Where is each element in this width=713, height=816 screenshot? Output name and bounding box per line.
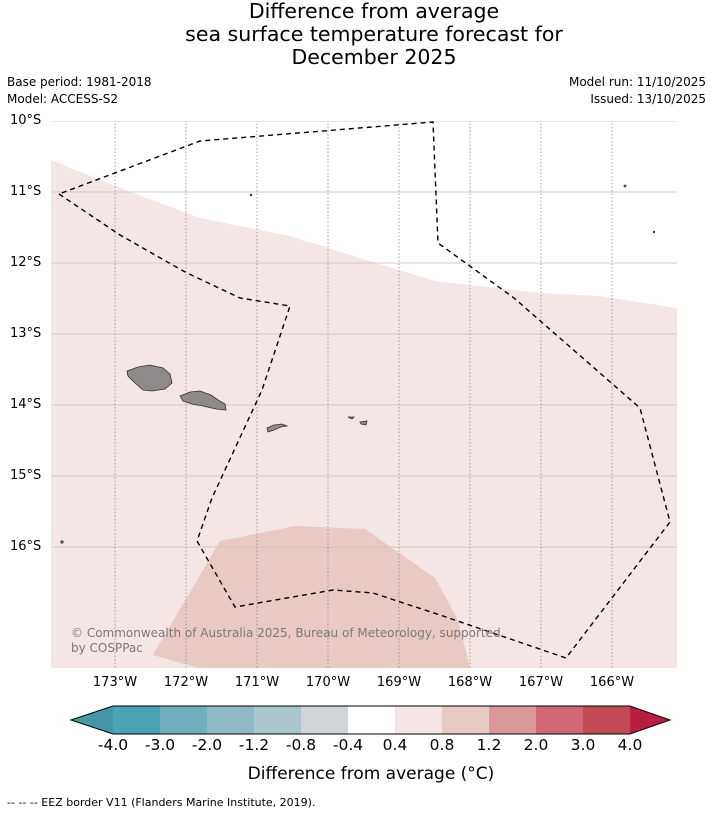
- eez-legend: -- -- -- EEZ border V11 (Flanders Marine…: [7, 796, 316, 809]
- colorbar-segment: [442, 706, 489, 734]
- latitude-gridlines: [51, 121, 677, 548]
- lat-label-11s: 11°S: [10, 184, 42, 199]
- title-line-2: sea surface temperature forecast for: [185, 22, 563, 46]
- colorbar-tick-label: 0.4: [382, 736, 408, 754]
- islands: [60, 184, 656, 544]
- colorbar-segment: [254, 706, 301, 734]
- lon-label-171w: 171°W: [234, 675, 280, 690]
- island-nukunonu: [652, 230, 656, 234]
- lat-label-15s: 15°S: [10, 468, 42, 483]
- lon-label-167w: 167°W: [518, 675, 564, 690]
- island-tau: [359, 420, 368, 426]
- lon-label-172w: 172°W: [163, 675, 209, 690]
- map-title: Difference from average sea surface temp…: [0, 0, 713, 69]
- colorbar-segment: [536, 706, 583, 734]
- colorbar-tick-label: -0.8: [285, 736, 317, 754]
- island-swains: [249, 193, 253, 197]
- colorbar-tick-label: 2.0: [523, 736, 549, 754]
- model-run-date: Model run: 11/10/2025: [568, 75, 706, 89]
- colorbar-tick-label: -1.2: [238, 736, 270, 754]
- colorbar-tick-label: -3.0: [144, 736, 176, 754]
- title-line-1: Difference from average: [248, 0, 500, 23]
- lon-label-168w: 168°W: [447, 675, 493, 690]
- colorbar: [69, 705, 672, 735]
- colorbar-tick-label: 1.2: [476, 736, 502, 754]
- colorbar-tick-label: 0.8: [429, 736, 455, 754]
- island-tutuila: [266, 423, 289, 433]
- colorbar-segment: [395, 706, 442, 734]
- anomaly-zone-0-8-to-1-2: [153, 526, 470, 668]
- colorbar-tick-label: -4.0: [97, 736, 129, 754]
- eez-border: [57, 121, 671, 659]
- lat-label-14s: 14°S: [10, 397, 42, 412]
- title-line-3: December 2025: [291, 45, 457, 69]
- island-rose: [60, 540, 64, 544]
- colorbar-extend-low: [71, 706, 113, 734]
- colorbar-segment: [207, 706, 254, 734]
- colorbar-tick-label: -0.4: [332, 736, 364, 754]
- issued-date: Issued: 13/10/2025: [590, 92, 706, 106]
- colorbar-segment: [348, 706, 395, 734]
- island-atafu: [623, 184, 627, 188]
- colorbar-segment: [583, 706, 630, 734]
- colorbar-segment: [301, 706, 348, 734]
- colorbar-segment: [160, 706, 207, 734]
- longitude-gridlines: [114, 121, 613, 668]
- lon-label-169w: 169°W: [376, 675, 422, 690]
- lon-label-170w: 170°W: [305, 675, 351, 690]
- model-name: Model: ACCESS-S2: [7, 92, 119, 106]
- island-savaii: [126, 364, 173, 392]
- lon-label-166w: 166°W: [589, 675, 635, 690]
- lat-label-12s: 12°S: [10, 255, 42, 270]
- colorbar-tick-label: -2.0: [191, 736, 223, 754]
- copyright-notice: © Commonwealth of Australia 2025, Bureau…: [71, 626, 501, 655]
- lat-label-16s: 16°S: [10, 539, 42, 554]
- lat-label-10s: 10°S: [10, 113, 42, 128]
- island-upolu: [179, 390, 227, 411]
- colorbar-extend-high: [630, 706, 670, 734]
- colorbar-outline: [69, 705, 672, 735]
- lon-label-173w: 173°W: [92, 675, 138, 690]
- colorbar-segment: [113, 706, 160, 734]
- anomaly-zone-0-4-to-0-8: [51, 160, 677, 668]
- colorbar-title: Difference from average (°C): [247, 764, 495, 784]
- run-info: Model run: 11/10/2025 Issued: 13/10/2025: [569, 74, 706, 108]
- lat-label-13s: 13°S: [10, 326, 42, 341]
- colorbar-tick-label: 4.0: [617, 736, 643, 754]
- colorbar-tick-label: 3.0: [570, 736, 596, 754]
- island-ofu: [347, 416, 355, 420]
- colorbar-segment: [489, 706, 536, 734]
- model-info: Base period: 1981-2018 Model: ACCESS-S2: [7, 74, 152, 108]
- base-period: Base period: 1981-2018: [7, 75, 152, 89]
